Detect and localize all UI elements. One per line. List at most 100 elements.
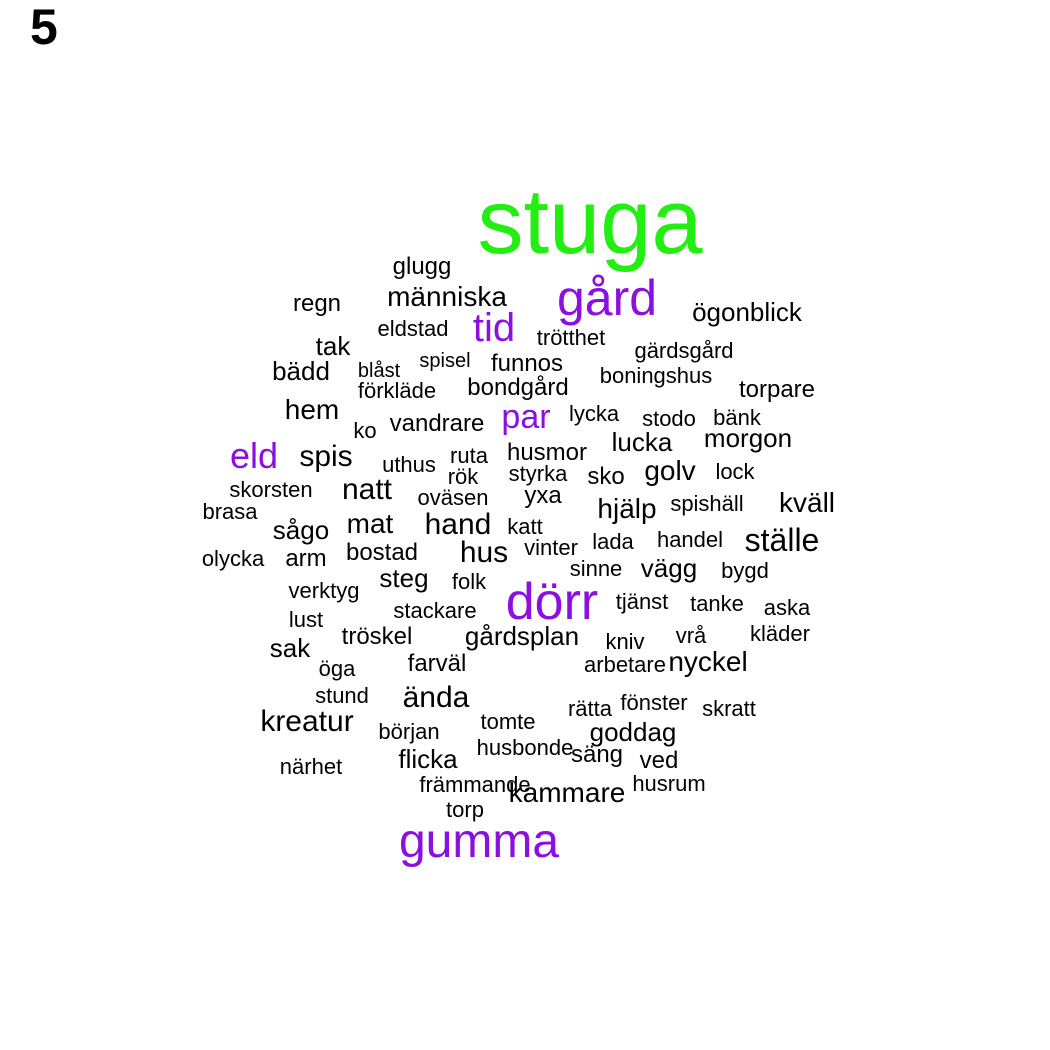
word-par: par xyxy=(501,398,551,436)
word-husrum: husrum xyxy=(632,771,706,796)
word-sak: sak xyxy=(269,633,311,663)
word-sko: sko xyxy=(587,463,625,490)
word-narhet: närhet xyxy=(279,754,343,779)
word-funnos: funnos xyxy=(490,350,564,377)
word-handel: handel xyxy=(656,527,724,552)
word-manniska: människa xyxy=(387,281,507,312)
word-steg: steg xyxy=(379,563,429,593)
word-stuga: stuga xyxy=(477,171,703,273)
word-lycka: lycka xyxy=(568,401,620,426)
word-ovasen: oväsen xyxy=(417,485,489,510)
word-aska: aska xyxy=(763,595,811,620)
word-folk: folk xyxy=(451,569,487,594)
word-ratta: rätta xyxy=(567,696,613,721)
word-tanke: tanke xyxy=(690,591,744,616)
word-ko: ko xyxy=(353,418,377,443)
word-lock: lock xyxy=(715,459,755,484)
word-frammande: främmande xyxy=(419,772,531,797)
word-yxa: yxa xyxy=(524,482,562,509)
word-regn: regn xyxy=(292,290,342,317)
word-troskel: tröskel xyxy=(341,623,413,650)
word-tak: tak xyxy=(315,331,351,361)
word-torp: torp xyxy=(446,797,484,822)
word-mat: mat xyxy=(346,508,394,539)
word-nyckel: nyckel xyxy=(668,646,748,677)
word-skratt: skratt xyxy=(702,696,756,721)
word-uthus: uthus xyxy=(382,452,436,477)
word-vinter: vinter xyxy=(524,535,578,560)
word-gard: gård xyxy=(556,270,658,326)
word-hjalp: hjälp xyxy=(597,493,657,524)
word-torpare: torpare xyxy=(738,376,816,403)
word-olycka: olycka xyxy=(201,546,265,571)
word-trotthet: trötthet xyxy=(536,325,606,350)
word-bygd: bygd xyxy=(721,558,769,583)
word-vagg: vägg xyxy=(640,553,698,583)
word-spisel: spisel xyxy=(419,350,471,372)
word-kreatur: kreatur xyxy=(260,705,354,738)
word-stodo: stodo xyxy=(642,406,696,431)
word-arm: arm xyxy=(285,545,327,572)
word-kvall: kväll xyxy=(778,487,836,518)
word-hand: hand xyxy=(424,508,492,541)
word-brasa: brasa xyxy=(202,499,258,524)
word-ruta: ruta xyxy=(450,443,488,468)
word-bondgard: bondgård xyxy=(467,374,569,401)
word-tid: tid xyxy=(472,306,516,350)
word-glugg: glugg xyxy=(392,253,452,280)
panel-label: 5 xyxy=(30,0,58,55)
word-sang: säng xyxy=(570,741,624,768)
word-vra: vrå xyxy=(675,623,707,648)
word-husmor: husmor xyxy=(506,439,588,466)
word-forklade: förkläde xyxy=(357,378,437,403)
word-sinne: sinne xyxy=(569,556,623,581)
word-lada: lada xyxy=(592,529,634,554)
word-stackare: stackare xyxy=(393,598,477,623)
word-sago: sågo xyxy=(272,515,330,545)
word-lust: lust xyxy=(288,607,324,632)
word-ved: ved xyxy=(639,747,679,774)
word-stalle: ställe xyxy=(744,522,820,558)
word-tomte: tomte xyxy=(480,709,536,734)
word-spis: spis xyxy=(299,440,353,473)
word-natt: natt xyxy=(341,473,393,506)
word-hem: hem xyxy=(284,394,340,425)
word-eldstad: eldstad xyxy=(377,316,449,341)
word-oga: öga xyxy=(318,656,356,681)
word-flicka: flicka xyxy=(398,744,458,774)
word-klader: kläder xyxy=(750,621,810,646)
word-bostad: bostad xyxy=(345,539,419,566)
word-verktyg: verktyg xyxy=(288,578,360,603)
word-farval: farväl xyxy=(407,650,467,677)
word-borjan: början xyxy=(378,719,440,744)
word-blast: blåst xyxy=(357,360,401,382)
word-badd: bädd xyxy=(272,356,330,386)
word-kammare: kammare xyxy=(508,777,626,808)
word-kniv: kniv xyxy=(605,629,645,654)
word-bank: bänk xyxy=(713,405,761,430)
word-katt: katt xyxy=(507,514,543,539)
word-arbetare: arbetare xyxy=(584,652,666,677)
word-eld: eld xyxy=(229,435,279,476)
word-gardsplan: gårdsplan xyxy=(464,621,580,651)
word-golv: golv xyxy=(644,455,696,486)
word-skorsten: skorsten xyxy=(229,477,313,502)
word-dorr: dörr xyxy=(505,573,599,631)
word-goddag: goddag xyxy=(589,717,677,747)
word-styrka: styrka xyxy=(508,461,568,486)
word-fonster: fönster xyxy=(620,690,688,715)
word-morgon: morgon xyxy=(703,423,793,453)
word-hus: hus xyxy=(459,536,509,569)
word-vandrare: vandrare xyxy=(389,410,485,437)
word-ogonblick: ögonblick xyxy=(692,297,802,327)
word-rok: rök xyxy=(447,464,479,489)
word-boningshus: boningshus xyxy=(599,363,713,388)
word-gardsgard: gärdsgård xyxy=(634,338,734,363)
word-anda: ända xyxy=(402,681,470,714)
word-spishall: spishäll xyxy=(670,491,744,516)
word-tjanst: tjänst xyxy=(615,589,669,614)
word-stund: stund xyxy=(315,683,369,708)
word-husbonde: husbonde xyxy=(476,735,574,760)
word-gumma: gumma xyxy=(398,815,560,868)
